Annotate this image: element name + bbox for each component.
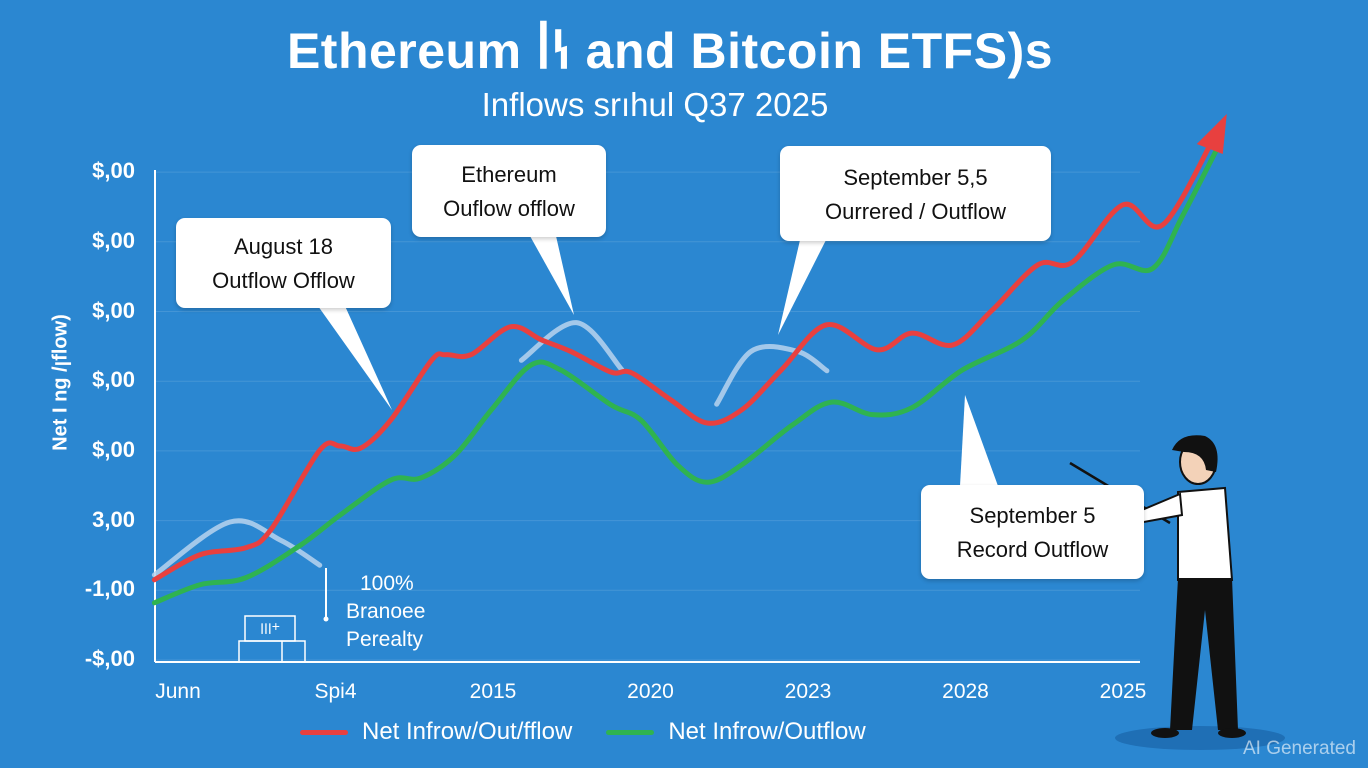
- box-bottom: [238, 640, 306, 663]
- callout-line1: August 18: [233, 234, 334, 259]
- callout-line2: Record Outflow: [956, 537, 1109, 562]
- ghost-curve: [714, 343, 830, 407]
- series-line-red: [151, 137, 1216, 583]
- box-label: ꞁꞁꞁ+: [260, 618, 280, 634]
- callout-line2: Outflow Offlow: [212, 268, 355, 293]
- note-line1: 100%: [360, 572, 414, 595]
- callout-line1: September 5: [969, 503, 1096, 528]
- y-tick-label: $,00: [92, 367, 135, 393]
- person-shoe: [1218, 728, 1246, 738]
- chart-title: Ethereum ꟾꝇ and Bitcoin ETFS)s: [286, 23, 1054, 79]
- note-line3: Perealty: [346, 628, 424, 651]
- y-tick-label: 3,00: [92, 506, 135, 532]
- watermark: AI Generated: [1242, 738, 1356, 759]
- callout-september-5-record: September 5 Record Outflow: [921, 485, 1144, 579]
- callout-ethereum: Ethereum Ouflow offlow: [412, 145, 606, 237]
- note-line2: Branoee: [346, 600, 426, 623]
- series-line-green: [151, 142, 1222, 606]
- x-tick-label: 2015: [469, 680, 517, 703]
- x-tick-label: Junn: [155, 680, 201, 703]
- person-hair: [1172, 435, 1218, 472]
- callout-line2: Ourrered / Outflow: [825, 199, 1006, 224]
- callout-august-18: August 18 Outflow Offlow: [176, 218, 391, 308]
- callout-tail: [318, 306, 392, 410]
- legend-swatch-green: [606, 729, 655, 735]
- callout-line1: Ethereum: [461, 162, 557, 187]
- y-tick-label: $,00: [92, 436, 135, 462]
- y-tick-label: $,00: [92, 158, 135, 184]
- callout-line1: September 5,5: [843, 165, 988, 190]
- y-tick-label: $,00: [92, 297, 135, 323]
- legend: Net Infrow/Out/fflow Net Infrow/Outflow: [300, 718, 866, 746]
- y-tick-label: -$,00: [84, 646, 135, 671]
- note-marker-dot: [323, 616, 329, 622]
- x-tick-label: 2028: [942, 680, 989, 703]
- legend-swatch-red: [300, 729, 348, 735]
- y-tick-label: $,00: [92, 227, 135, 253]
- x-tick-label: 2020: [627, 680, 674, 703]
- legend-item-green: Net Infrow/Outflow: [606, 718, 866, 746]
- legend-item-red: Net Infrow/Out/fflow: [300, 718, 572, 746]
- person-shirt: [1177, 486, 1234, 581]
- x-tick-label: 2025: [1099, 680, 1147, 703]
- ghost-curve: [518, 320, 625, 373]
- ghost-curve: [151, 518, 323, 578]
- x-tick-label: 2023: [784, 680, 832, 703]
- callout-tail: [530, 236, 574, 315]
- person-legs: [1170, 578, 1238, 730]
- x-tick-label: Spi4: [314, 680, 357, 703]
- chart-subtitle: Inflows srıhul Q37 2025: [481, 86, 829, 123]
- arrowhead-icon: [1196, 114, 1227, 155]
- callout-tail: [778, 240, 826, 335]
- y-tick-label: -1,00: [84, 576, 135, 602]
- callout-tail: [960, 395, 998, 486]
- legend-label-red: Net Infrow/Out/fflow: [362, 718, 573, 745]
- callout-line2: Ouflow offlow: [443, 196, 575, 221]
- person-shoe: [1151, 728, 1179, 738]
- annotation-note: 100% Branoee Perealty: [346, 570, 425, 654]
- callout-september-5-5: September 5,5 Ourrered / Outflow: [780, 146, 1051, 241]
- legend-label-green: Net Infrow/Outflow: [668, 718, 866, 745]
